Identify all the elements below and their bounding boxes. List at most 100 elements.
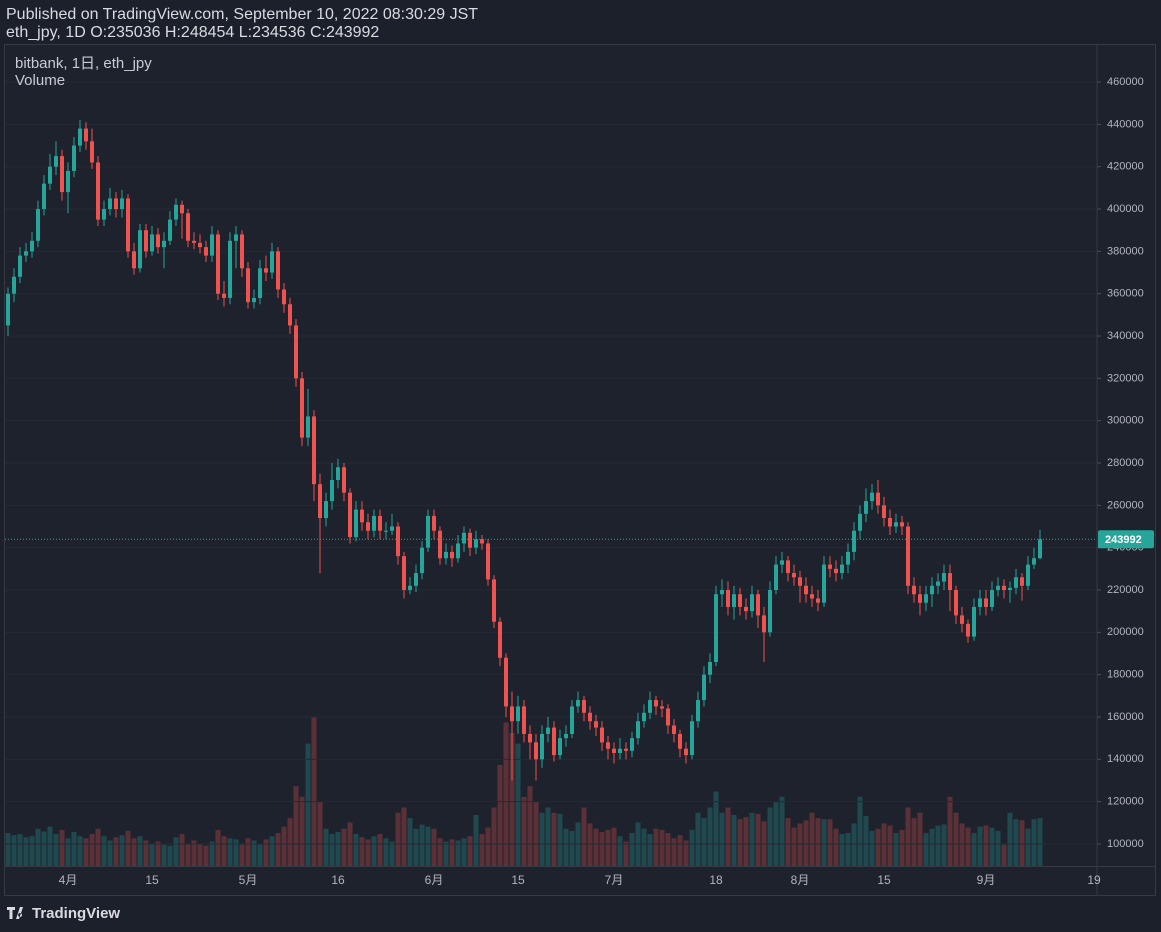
candle-body — [522, 706, 526, 734]
candle-body — [948, 573, 952, 591]
candle-body — [576, 700, 580, 707]
candle-body — [378, 515, 382, 531]
candle-body — [750, 594, 754, 612]
volume-bar — [425, 826, 431, 866]
candle-body — [966, 623, 970, 637]
brand-name: TradingView — [32, 905, 120, 922]
candle-body — [78, 128, 82, 146]
volume-bar — [785, 818, 791, 866]
y-tick-label: 300000 — [1107, 415, 1144, 427]
candle-body — [642, 712, 646, 722]
candle-body — [180, 204, 184, 214]
volume-bar — [311, 717, 317, 866]
candle-body — [516, 706, 520, 722]
candle-body — [540, 733, 544, 760]
volume-bar — [551, 812, 557, 866]
volume-bar — [437, 838, 443, 866]
candle-body — [234, 234, 238, 241]
candle-body — [666, 708, 670, 726]
candle-body — [756, 594, 760, 616]
y-tick-label: 360000 — [1107, 288, 1144, 300]
volume-bar — [245, 838, 251, 866]
volume-bar — [947, 796, 953, 866]
candle-body — [744, 606, 748, 612]
candle-body — [12, 276, 16, 294]
volume-bar — [959, 823, 965, 866]
candle-body — [564, 733, 568, 739]
candle-body — [816, 598, 820, 603]
volume-bar — [233, 839, 239, 866]
volume-bar — [335, 831, 341, 866]
candle-body — [498, 621, 502, 658]
candle-body — [702, 674, 706, 701]
candle-body — [936, 581, 940, 586]
candle-body — [174, 204, 178, 220]
y-tick-label: 160000 — [1107, 711, 1144, 723]
candle-body — [414, 573, 418, 586]
volume-bar — [863, 815, 869, 866]
candle-body — [30, 240, 34, 252]
volume-bar — [659, 829, 665, 866]
volume-bar — [563, 828, 569, 866]
volume-bar — [803, 820, 809, 866]
candle-body — [360, 509, 364, 523]
candle-body — [546, 727, 550, 734]
volume-bar — [629, 833, 635, 866]
volume-bar — [605, 829, 611, 866]
x-tick-label: 4月 — [59, 873, 78, 887]
candle-body — [678, 733, 682, 749]
candle-body — [438, 530, 442, 559]
candle-body — [468, 532, 472, 548]
volume-bar — [113, 837, 119, 866]
last-price-label: 243992 — [1105, 534, 1142, 546]
volume-bar — [749, 812, 755, 866]
volume-bar — [143, 840, 149, 866]
candle-body — [738, 594, 742, 607]
volume-bar — [281, 826, 287, 866]
volume-bar — [401, 807, 407, 866]
candle-body — [810, 594, 814, 599]
volume-bar — [797, 823, 803, 866]
candle-body — [402, 556, 406, 591]
volume-bar — [827, 819, 833, 866]
candle-layer — [6, 120, 1042, 781]
candle-body — [186, 213, 190, 241]
x-tick-label: 8月 — [791, 873, 810, 887]
volume-bar — [935, 825, 941, 866]
candle-body — [786, 560, 790, 574]
last-price-box — [1098, 530, 1154, 549]
volume-bar — [911, 818, 917, 866]
volume-bar — [95, 828, 101, 866]
volume-bar — [179, 834, 185, 866]
volume-bar — [539, 812, 545, 866]
candle-body — [558, 738, 562, 756]
candle-body — [510, 706, 514, 722]
candle-body — [960, 615, 964, 624]
candle-body — [900, 522, 904, 527]
volume-bar — [305, 743, 311, 866]
volume-bar — [995, 830, 1001, 866]
volume-bar — [395, 812, 401, 866]
y-tick-label: 400000 — [1107, 203, 1144, 215]
brand-logo: TradingView — [7, 905, 120, 922]
candle-body — [582, 700, 586, 713]
volume-bar — [899, 829, 905, 866]
volume-bar — [125, 830, 131, 866]
candle-body — [612, 748, 616, 753]
volume-bar — [203, 845, 209, 866]
candle-body — [198, 242, 202, 248]
volume-bar — [473, 814, 479, 866]
candle-body — [906, 526, 910, 586]
candle-body — [60, 156, 64, 193]
volume-bar — [839, 834, 845, 866]
volume-bar — [917, 812, 923, 866]
candle-body — [1008, 587, 1012, 591]
candle-body — [36, 209, 40, 241]
candle-body — [768, 590, 772, 633]
candle-body — [294, 325, 298, 379]
volume-bar — [857, 796, 863, 866]
volume-bar — [293, 786, 299, 866]
candle-body — [228, 240, 232, 298]
candle-body — [918, 594, 922, 603]
